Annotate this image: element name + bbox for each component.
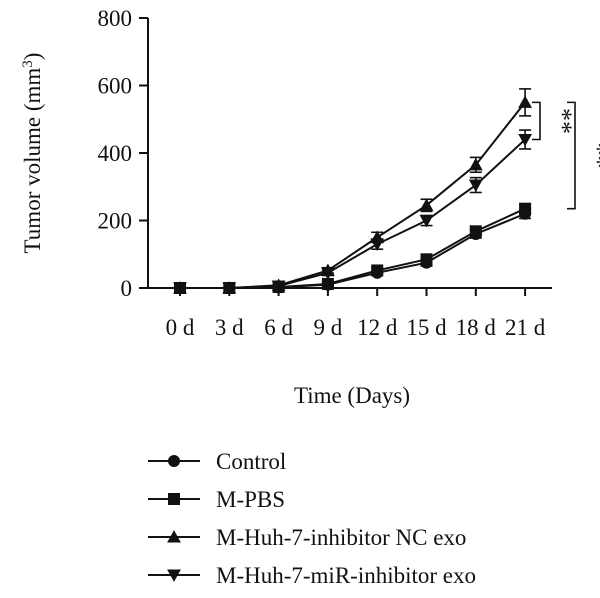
y-axis-ticks: 0 200 400 600 800 — [98, 6, 148, 301]
series-3 — [173, 88, 532, 294]
legend-label: M-Huh-7-miR-inhibitor exo — [216, 563, 476, 588]
legend-marker — [168, 455, 180, 467]
bracket-line — [532, 101, 541, 141]
x-tick-label: 6 d — [264, 315, 293, 340]
x-tick-label: 15 d — [406, 315, 447, 340]
series-1 — [174, 207, 532, 294]
significance-bracket-1: ** — [532, 101, 577, 141]
y-axis-title: Tumor volume (mm3) — [20, 53, 45, 254]
series-line — [180, 207, 526, 289]
y-tick-label: 200 — [98, 209, 133, 234]
x-tick-label: 3 d — [215, 315, 244, 340]
legend-item-1: Control — [148, 449, 286, 474]
legend-marker — [167, 530, 181, 543]
legend-label: M-PBS — [216, 487, 285, 512]
data-point — [321, 267, 335, 280]
series-line — [180, 101, 526, 289]
legend-item-3: M-Huh-7-inhibitor NC exo — [148, 525, 466, 550]
x-tick-label: 12 d — [357, 315, 398, 340]
data-point — [469, 225, 482, 238]
y-axis-title-sup: 3 — [20, 60, 36, 68]
data-point — [519, 202, 532, 215]
y-tick-label: 400 — [98, 141, 133, 166]
data-point — [468, 179, 483, 192]
legend-label: Control — [216, 449, 286, 474]
legend-marker — [168, 493, 180, 505]
x-axis-ticks: 0 d 3 d 6 d 9 d 12 d 15 d 18 d 21 d — [166, 288, 546, 340]
y-tick-label: 800 — [98, 6, 133, 31]
data-point — [173, 282, 187, 295]
x-tick-label: 9 d — [314, 315, 343, 340]
data-point — [468, 157, 483, 171]
axes — [147, 18, 552, 289]
significance-bracket-2: ** — [567, 101, 600, 210]
data-point — [419, 214, 434, 228]
data-point — [518, 133, 532, 147]
data-point — [420, 253, 433, 266]
x-tick-label: 18 d — [456, 315, 497, 340]
legend-marker — [167, 569, 181, 582]
legend-label: M-Huh-7-inhibitor NC exo — [216, 525, 466, 550]
data-point — [419, 198, 434, 211]
y-axis-title-main: Tumor volume (mm — [20, 68, 45, 254]
data-point — [371, 264, 384, 277]
series-layer — [173, 88, 532, 295]
data-point — [518, 95, 532, 108]
series-2 — [174, 202, 532, 294]
y-tick-label: 600 — [98, 74, 133, 99]
x-tick-label: 21 d — [505, 315, 546, 340]
x-axis-title: Time (Days) — [294, 383, 410, 408]
y-axis-title-end: ) — [20, 53, 45, 61]
data-point — [271, 280, 286, 293]
bracket-line — [567, 101, 576, 210]
data-point — [222, 282, 237, 295]
legend: Control M-PBS M-Huh-7-inhibitor NC exo M-Hu… — [148, 449, 476, 588]
legend-item-2: M-PBS — [148, 487, 285, 512]
series-4 — [173, 129, 532, 295]
data-point — [321, 277, 334, 290]
significance-label: ** — [583, 143, 600, 169]
significance-brackets: **** — [532, 101, 600, 210]
x-tick-label: 0 d — [166, 315, 195, 340]
series-line — [180, 138, 526, 289]
y-tick-label: 0 — [121, 276, 133, 301]
legend-item-4: M-Huh-7-miR-inhibitor exo — [148, 563, 476, 588]
data-point — [370, 238, 385, 252]
significance-label: ** — [548, 108, 577, 134]
